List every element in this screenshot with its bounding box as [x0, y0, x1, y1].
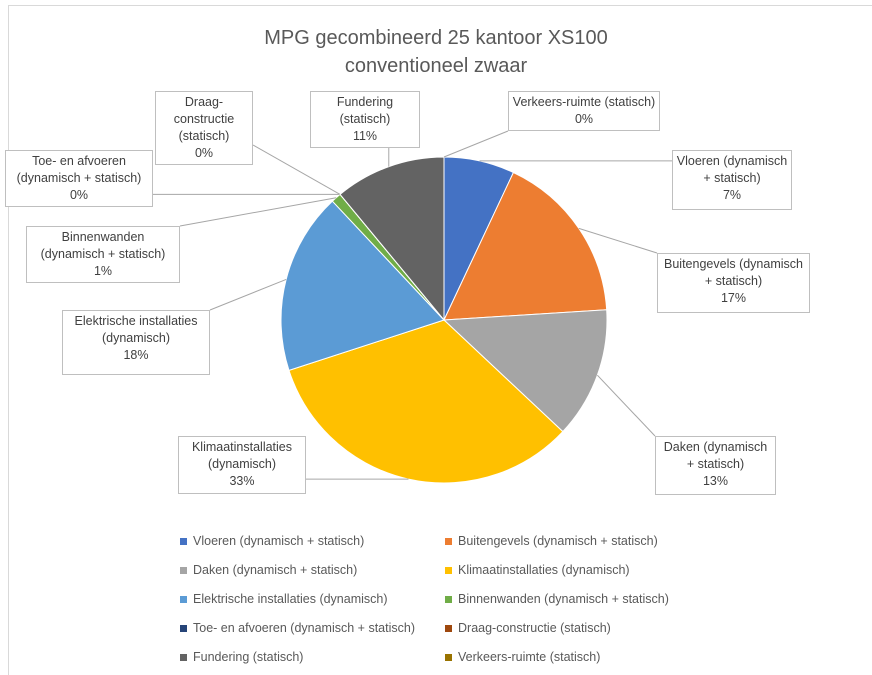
- legend-entry: Buitengevels (dynamisch + statisch): [445, 534, 658, 548]
- data-label: Fundering (statisch) 11%: [310, 91, 420, 148]
- leader-line: [209, 278, 287, 311]
- legend-label: Vloeren (dynamisch + statisch): [193, 534, 365, 548]
- legend-swatch: [445, 625, 452, 633]
- legend-swatch: [180, 625, 187, 633]
- legend-label: Verkeers-ruimte (statisch): [458, 650, 601, 664]
- legend-swatch: [180, 654, 187, 662]
- data-label-name: Verkeers-ruimte (statisch): [512, 95, 656, 109]
- legend-entry: Toe- en afvoeren (dynamisch + statisch): [180, 621, 415, 635]
- legend-entry: Klimaatinstallaties (dynamisch): [445, 563, 630, 577]
- data-label-name: Buitengevels (dynamisch + statisch): [664, 257, 803, 288]
- pie-slice: [288, 319, 564, 484]
- data-label-name: Draag-constructie (statisch): [173, 95, 235, 143]
- legend-entry: Daken (dynamisch + statisch): [180, 563, 357, 577]
- pie-slice: [339, 156, 445, 322]
- data-label-name: Fundering (statisch): [336, 95, 394, 126]
- legend-entry: Vloeren (dynamisch + statisch): [180, 534, 364, 548]
- data-label: Vloeren (dynamisch + statisch) 7%: [672, 150, 792, 210]
- legend-swatch: [445, 567, 452, 575]
- data-label-value: 0%: [574, 112, 594, 126]
- data-label: Binnenwanden (dynamisch + statisch) 1%: [26, 226, 180, 283]
- data-label-name: Daken (dynamisch + statisch): [663, 440, 768, 471]
- data-label: Elektrische installaties (dynamisch) 18%: [62, 310, 210, 375]
- legend-label: Binnenwanden (dynamisch + statisch): [458, 592, 669, 606]
- legend-label: Fundering (statisch): [193, 650, 304, 664]
- data-label: Daken (dynamisch + statisch) 13%: [655, 436, 776, 495]
- legend-entry: Draag-constructie (statisch): [445, 621, 611, 635]
- leader-line: [578, 227, 658, 254]
- data-label: Klimaatinstallaties (dynamisch) 33%: [178, 436, 306, 494]
- data-label: Toe- en afvoeren (dynamisch + statisch) 0…: [5, 150, 153, 207]
- legend-swatch: [445, 538, 452, 546]
- data-label-name: Vloeren (dynamisch + statisch): [676, 154, 788, 185]
- legend-swatch: [180, 538, 187, 546]
- data-label-value: 17%: [720, 291, 747, 305]
- data-label: Buitengevels (dynamisch + statisch) 17%: [657, 253, 810, 313]
- data-label-name: Elektrische installaties (dynamisch): [74, 314, 198, 345]
- data-label-value: 0%: [194, 146, 214, 160]
- legend-entry: Binnenwanden (dynamisch + statisch): [445, 592, 669, 606]
- legend-swatch: [180, 567, 187, 575]
- data-label-value: 33%: [229, 474, 255, 488]
- leader-line: [443, 130, 509, 158]
- legend-swatch: [445, 654, 452, 662]
- legend-swatch: [180, 596, 187, 604]
- data-label-value: 13%: [702, 474, 729, 488]
- legend-label: Draag-constructie (statisch): [458, 621, 611, 635]
- leader-line: [597, 374, 656, 437]
- data-label-name: Binnenwanden (dynamisch + statisch): [40, 230, 166, 261]
- leader-line: [252, 144, 341, 195]
- data-label-value: 0%: [69, 188, 89, 202]
- data-label-value: 1%: [93, 264, 113, 278]
- chart-frame: [8, 5, 872, 675]
- legend-label: Klimaatinstallaties (dynamisch): [458, 563, 630, 577]
- leader-line: [179, 197, 337, 227]
- data-label-name: Klimaatinstallaties (dynamisch): [191, 440, 293, 471]
- data-label-value: 7%: [722, 188, 742, 202]
- legend-label: Toe- en afvoeren (dynamisch + statisch): [193, 621, 415, 635]
- legend-entry: Fundering (statisch): [180, 650, 303, 664]
- legend-entry: Verkeers-ruimte (statisch): [445, 650, 600, 664]
- legend-entry: Elektrische installaties (dynamisch): [180, 592, 388, 606]
- legend-label: Buitengevels (dynamisch + statisch): [458, 534, 658, 548]
- data-label: Verkeers-ruimte (statisch) 0%: [508, 91, 660, 131]
- data-label-name: Toe- en afvoeren (dynamisch + statisch): [16, 154, 142, 185]
- pie-slice: [443, 171, 608, 321]
- legend-swatch: [445, 596, 452, 604]
- chart-title: MPG gecombineerd 25 kantoor XS100 conven…: [264, 27, 608, 77]
- legend-label: Elektrische installaties (dynamisch): [193, 592, 388, 606]
- data-label: Draag-constructie (statisch) 0%: [155, 91, 253, 165]
- data-label-value: 11%: [352, 129, 378, 143]
- data-label-value: 18%: [123, 348, 149, 362]
- legend-label: Daken (dynamisch + statisch): [193, 563, 358, 577]
- pie-slice: [280, 200, 445, 372]
- pie-slice: [442, 309, 608, 433]
